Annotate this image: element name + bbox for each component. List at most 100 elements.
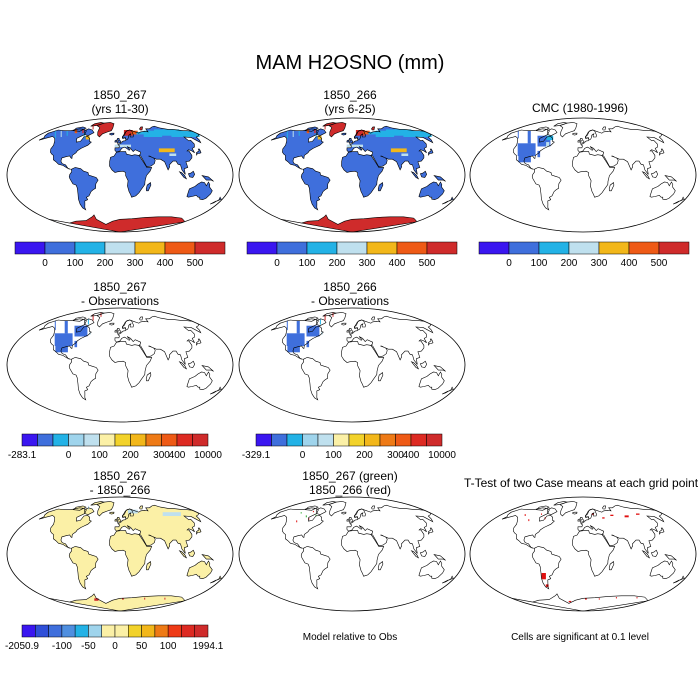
coastline [322, 122, 338, 127]
coastline [186, 560, 213, 580]
grid-cell [524, 514, 526, 516]
coastline [377, 182, 384, 192]
colorbar-segment [88, 624, 102, 638]
coastline [121, 508, 134, 519]
colorbar-segment [336, 241, 368, 255]
map-panel-3 [469, 117, 697, 233]
coastline [559, 122, 578, 138]
colorbar-tick-label: 300 [591, 258, 608, 269]
map-panel-8 [469, 496, 697, 612]
colorbar-segment [333, 433, 350, 447]
map-border [6, 496, 234, 612]
colorbar-tick-label: 10000 [194, 450, 222, 461]
colorbar-segment [366, 241, 398, 255]
coastline [341, 132, 347, 136]
coastline [178, 171, 188, 180]
coastline [84, 318, 95, 327]
coastline [353, 319, 366, 330]
map-border [238, 307, 466, 423]
coastline [187, 549, 196, 557]
grid-cell [54, 333, 73, 346]
coastline [348, 517, 354, 523]
coastline [38, 128, 92, 170]
grid-cell [158, 148, 175, 153]
coastline [121, 319, 134, 330]
land-fill [39, 128, 92, 170]
land-fill [188, 550, 195, 557]
coastline [433, 365, 446, 372]
panel-title-8: T-Test of two Case means at each grid po… [463, 476, 699, 490]
coastline [577, 518, 581, 522]
coastline [579, 138, 585, 144]
coastline [328, 122, 347, 138]
grid-cell [64, 320, 68, 334]
coastline [178, 550, 188, 559]
grid-cell [162, 512, 181, 516]
land-fill [186, 561, 213, 579]
map-border [469, 496, 697, 612]
colorbar-segment [246, 241, 278, 255]
colorbar-segment [628, 241, 660, 255]
land-fill [48, 593, 185, 611]
coastline [346, 518, 350, 522]
colorbar-segment [114, 433, 131, 447]
grid-cell [305, 515, 307, 518]
coastline [608, 561, 615, 571]
grid-cell [60, 130, 62, 137]
coastline [410, 171, 420, 180]
coastline [547, 128, 558, 137]
coastline [584, 508, 597, 519]
coastline [371, 126, 375, 131]
grid-cell [143, 130, 163, 137]
grid-cell [92, 124, 94, 130]
grid-cell [144, 597, 146, 600]
grid-cell [324, 124, 326, 130]
grid-cell [85, 135, 90, 140]
coastline [650, 549, 659, 557]
coastline [109, 322, 115, 326]
coastline [116, 517, 122, 523]
coastline [410, 361, 420, 370]
panel-title-5: 1850_266- Observations [310, 280, 390, 308]
colorbar-segment [48, 624, 63, 638]
coastline [341, 341, 385, 388]
coastline [68, 167, 99, 211]
coastline [90, 122, 106, 127]
coastline [121, 129, 134, 140]
coastline [348, 138, 354, 144]
colorbar-tick-label: -2050.9 [5, 641, 39, 652]
coastline [572, 151, 616, 198]
coastline [84, 507, 95, 516]
coastline [341, 322, 347, 326]
coastline [72, 316, 87, 322]
grid-cell [385, 129, 412, 136]
coastline [602, 126, 606, 131]
coastline [328, 312, 347, 328]
coastline [322, 501, 338, 506]
land-fill [349, 138, 353, 144]
figure-title: MAM H2OSNO (mm) [255, 52, 445, 74]
grid-cell [545, 584, 549, 587]
colorbar-segment [276, 241, 308, 255]
panel-title-7: 1850_267 (green) 1850_266 (red) [302, 469, 398, 497]
colorbar-segment [410, 433, 427, 447]
panel-title-3: CMC (1980-1996) [531, 101, 629, 115]
colorbar-segment [271, 433, 288, 447]
grid-cell [74, 340, 78, 348]
colorbar-segment [35, 624, 49, 638]
grid-cell [153, 129, 180, 136]
coastline [501, 128, 555, 170]
land-fill [84, 507, 94, 515]
coastline [341, 151, 385, 198]
coastline [316, 318, 327, 327]
grid-cell [131, 130, 138, 135]
coastline [501, 507, 555, 549]
coastline [68, 357, 99, 401]
coastline [196, 338, 202, 346]
coastline [346, 139, 350, 143]
colorbar-segment [68, 433, 85, 447]
colorbar-segment [396, 241, 428, 255]
coastline [96, 122, 115, 138]
coastline [209, 196, 222, 205]
